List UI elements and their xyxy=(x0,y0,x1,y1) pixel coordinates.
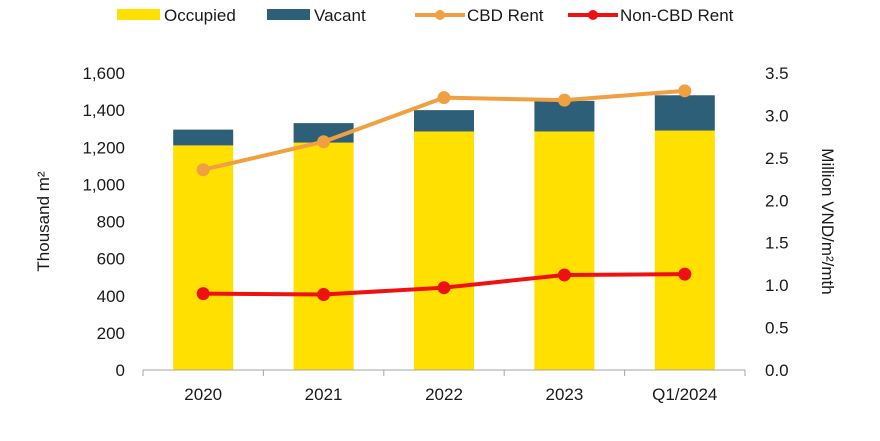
marker-non-cbd-rent-2020 xyxy=(196,287,210,301)
y2-axis-title: Million VND/m²/mth xyxy=(818,148,837,294)
bar-occupied-2022 xyxy=(414,131,474,370)
y2-tick-label: 0.0 xyxy=(765,361,789,380)
marker-cbd-rent-2020 xyxy=(196,163,210,177)
y2-tick-label: 3.5 xyxy=(765,64,789,83)
y-tick-label: 0 xyxy=(116,361,125,380)
marker-cbd-rent-2021 xyxy=(317,135,331,149)
y-tick-label: 1,400 xyxy=(82,101,125,120)
bar-layer xyxy=(173,95,715,370)
x-tick-label: 2020 xyxy=(184,385,222,404)
legend-label-occupied: Occupied xyxy=(164,6,236,25)
marker-non-cbd-rent-2022 xyxy=(437,281,451,295)
marker-cbd-rent-Q1-2024 xyxy=(678,84,692,98)
x-tick-label: Q1/2024 xyxy=(652,385,717,404)
marker-non-cbd-rent-2023 xyxy=(557,268,571,282)
bar-occupied-2023 xyxy=(534,131,595,370)
bar-occupied-Q1-2024 xyxy=(654,130,715,370)
marker-non-cbd-rent-Q1-2024 xyxy=(678,267,692,281)
marker-non-cbd-rent-2021 xyxy=(317,287,331,301)
y2-tick-label: 0.5 xyxy=(765,319,789,338)
marker-cbd-rent-2023 xyxy=(557,93,571,107)
y-axis-title: Thousand m² xyxy=(34,171,53,271)
legend-marker-non-cbd-rent xyxy=(588,10,598,20)
marker-cbd-rent-2022 xyxy=(437,91,451,105)
x-tick-label: 2023 xyxy=(545,385,583,404)
bar-vacant-Q1-2024 xyxy=(654,95,715,131)
bar-vacant-2020 xyxy=(173,129,234,146)
bar-occupied-2021 xyxy=(293,142,354,370)
y-tick-label: 1,600 xyxy=(82,64,125,83)
y2-tick-label: 1.0 xyxy=(765,276,789,295)
legend-label-cbd-rent: CBD Rent xyxy=(467,6,544,25)
legend-swatch-occupied xyxy=(117,9,160,20)
y2-tick-label: 2.5 xyxy=(765,149,789,168)
y-tick-label: 1,200 xyxy=(82,138,125,157)
x-tick-label: 2021 xyxy=(305,385,343,404)
bar-vacant-2022 xyxy=(414,110,474,132)
x-tick-label: 2022 xyxy=(425,385,463,404)
bar-occupied-2020 xyxy=(173,145,234,370)
legend-label-vacant: Vacant xyxy=(314,6,366,25)
y2-tick-label: 2.0 xyxy=(765,191,789,210)
legend: Occupied Vacant CBD Rent Non-CBD Rent xyxy=(117,6,734,25)
legend-swatch-vacant xyxy=(267,9,310,20)
legend-label-non-cbd-rent: Non-CBD Rent xyxy=(620,6,734,25)
y-tick-label: 600 xyxy=(97,250,125,269)
y-tick-label: 1,000 xyxy=(82,175,125,194)
y2-tick-label: 3.0 xyxy=(765,106,789,125)
axes: 2020 2021 2022 2023 Q1/2024 0 200 400 600 800 1,00… xyxy=(34,64,837,404)
legend-marker-cbd-rent xyxy=(435,10,445,20)
y-tick-label: 400 xyxy=(97,287,125,306)
y2-tick-label: 1.5 xyxy=(765,234,789,253)
line-layer xyxy=(196,84,692,301)
y-tick-label: 200 xyxy=(97,324,125,343)
y-tick-label: 800 xyxy=(97,213,125,232)
